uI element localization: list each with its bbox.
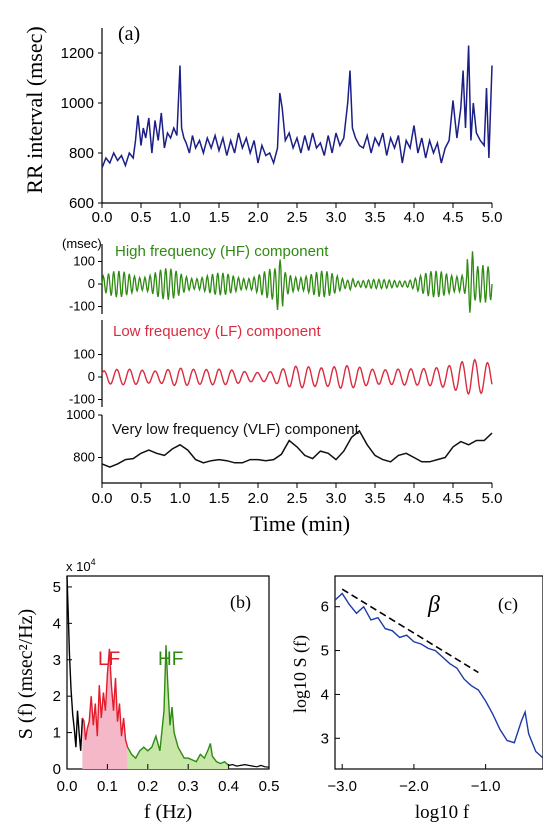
hf-component-chart: (msec) High frequency (HF) component -10…: [62, 236, 493, 314]
y-ticks: -100 0 100: [69, 347, 102, 407]
x-tick-label: 5.0: [482, 490, 503, 507]
y-tick-label: 0: [88, 276, 95, 291]
y-ticks: 3 4 5 6: [321, 599, 340, 747]
y-tick-label: 5: [53, 579, 61, 596]
lf-component-chart: Low frequency (LF) component -100 0 100: [69, 320, 493, 407]
y-tick-label: 1200: [61, 45, 94, 62]
y-tick-label: 600: [69, 195, 94, 212]
y-tick-label: 1000: [66, 407, 95, 422]
x-tick-label: −3.0: [327, 778, 357, 795]
x-tick-label: −2.0: [399, 778, 429, 795]
vlf-series-line: [101, 429, 493, 468]
x-tick-label: 1.5: [209, 490, 230, 507]
x-tick-label: 3.5: [365, 209, 386, 226]
hf-unit-label: (msec): [62, 236, 102, 251]
spectrum-y-axis-label: S (f) (msec²/Hz): [15, 609, 37, 739]
x-tick-label: −1.0: [471, 778, 501, 795]
x-tick-label: 1.0: [170, 209, 191, 226]
x-tick-label: 0.4: [218, 778, 239, 795]
x-ticks: 0.0 0.5 1.0 1.5 2.0 2.5 3.0 3.5 4.0 4.5 5.0: [92, 203, 503, 226]
y-ticks: -100 0 100: [69, 254, 102, 314]
x-ticks: 0.0 0.1 0.2 0.3 0.4 0.5: [57, 764, 280, 795]
x-tick-label: 4.0: [404, 209, 425, 226]
x-tick-label: 3.0: [326, 490, 347, 507]
vlf-component-chart: Very low frequency (VLF) component 800 10…: [66, 407, 502, 536]
x-tick-label: 3.0: [326, 209, 347, 226]
hf-title: High frequency (HF) component: [115, 243, 329, 260]
y-ticks: 600 800 1000 1200: [61, 45, 102, 212]
x-tick-label: 2.0: [248, 209, 269, 226]
beta-label: β: [427, 592, 440, 618]
power-law-trend-line: [341, 588, 479, 674]
y-tick-label: 100: [73, 347, 95, 362]
lf-title: Low frequency (LF) component: [113, 323, 321, 340]
x-tick-label: 0.3: [178, 778, 199, 795]
hf-band-fill: [127, 645, 229, 769]
y-ticks: 800 1000: [66, 407, 102, 465]
rr-interval-chart: (a) RR interval (msec) 600 800 1000 1200 0.…: [22, 23, 502, 226]
panel-b-label: (b): [230, 592, 251, 613]
vlf-title: Very low frequency (VLF) component: [112, 421, 360, 438]
x-tick-label: 4.5: [443, 490, 464, 507]
panel-c-label: (c): [498, 594, 518, 615]
y-tick-label: 4: [321, 686, 329, 703]
x-tick-label: 0.1: [97, 778, 118, 795]
y-tick-label: 800: [69, 145, 94, 162]
log-spectrum-chart: β (c) 3 4 5 6 −3.0 −2.0 −1.0 log10 S (f) log1…: [290, 575, 543, 823]
x-tick-label: 3.5: [365, 490, 386, 507]
y-tick-label: 3: [53, 652, 61, 669]
spectrum-line-hf: [126, 645, 230, 766]
x-tick-label: 0.0: [92, 209, 113, 226]
spectrum-line-vlf: [66, 575, 85, 751]
x-tick-label: 0.0: [57, 778, 78, 795]
x-tick-label: 2.5: [287, 209, 308, 226]
x-tick-label: 2.0: [248, 490, 269, 507]
y-tick-label: -100: [69, 299, 95, 314]
y-tick-label: 4: [53, 615, 61, 632]
lf-series-line: [101, 358, 493, 396]
x-tick-label: 4.0: [404, 490, 425, 507]
spectrum-line-lf: [81, 648, 129, 748]
y-tick-label: 0: [88, 369, 95, 384]
y-tick-label: 5: [321, 643, 329, 660]
scale-factor-label: x 104: [66, 557, 96, 574]
hf-series-line: [101, 251, 493, 313]
panel-a-label: (a): [118, 23, 140, 45]
x-tick-label: 0.2: [137, 778, 158, 795]
y-tick-label: 6: [321, 599, 329, 616]
y-tick-label: 1: [53, 725, 61, 742]
x-tick-label: 5.0: [482, 209, 503, 226]
plot-frame: [334, 575, 543, 770]
log-y-axis-label: log10 S (f): [290, 635, 311, 713]
x-tick-label: 1.0: [170, 490, 191, 507]
hf-band-label: HF: [158, 649, 183, 670]
rr-y-axis-label: RR interval (msec): [22, 26, 47, 193]
spectrum-line-tail: [228, 763, 270, 768]
log-spectrum-line: [334, 592, 543, 759]
x-ticks: −3.0 −2.0 −1.0: [327, 764, 500, 795]
x-tick-label: 1.5: [209, 209, 230, 226]
y-tick-label: 0: [53, 761, 61, 778]
y-ticks: 0 1 2 3 4 5: [53, 579, 72, 778]
y-tick-label: 1000: [61, 95, 94, 112]
y-tick-label: 800: [73, 450, 95, 465]
x-tick-label: 0.5: [259, 778, 280, 795]
y-tick-label: -100: [69, 392, 95, 407]
rr-series-line: [101, 45, 493, 169]
x-tick-label: 4.5: [443, 209, 464, 226]
y-tick-label: 100: [73, 254, 95, 269]
time-x-axis-label: Time (min): [250, 511, 350, 536]
x-tick-label: 0.5: [131, 490, 152, 507]
x-ticks: 0.0 0.5 1.0 1.5 2.0 2.5 3.0 3.5 4.0 4.5 5.0: [92, 483, 503, 507]
y-tick-label: 3: [321, 730, 329, 747]
lf-band-label: LF: [98, 649, 120, 670]
x-tick-label: 2.5: [287, 490, 308, 507]
y-tick-label: 2: [53, 688, 61, 705]
x-tick-label: 0.0: [92, 490, 113, 507]
log-x-axis-label: log10 f: [415, 802, 470, 823]
spectrum-x-axis-label: f (Hz): [144, 801, 192, 823]
x-tick-label: 0.5: [131, 209, 152, 226]
